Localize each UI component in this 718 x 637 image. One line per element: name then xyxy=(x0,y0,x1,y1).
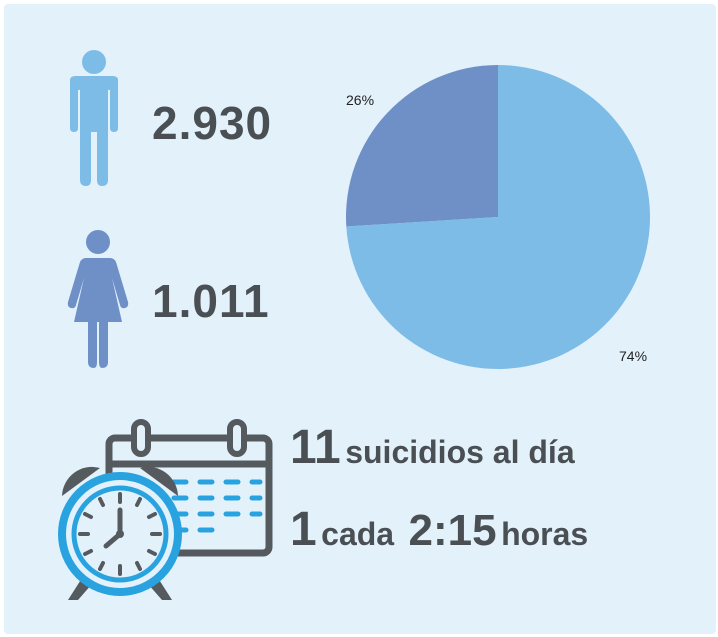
pie-label-26: 26% xyxy=(346,92,375,108)
frequency-line: 1 cada 2:15 horas xyxy=(290,502,588,557)
per-day-line: 11 suicidios al día xyxy=(290,420,575,475)
alarm-clock-icon xyxy=(58,466,182,600)
female-count: 1.011 xyxy=(152,275,270,327)
pie-slice-26 xyxy=(346,65,498,227)
per-day-text: suicidios al día xyxy=(345,434,575,470)
pie-label-74: 74% xyxy=(619,348,648,364)
female-person-icon xyxy=(67,230,129,368)
per-day-number: 11 xyxy=(290,421,341,474)
frequency-word: cada xyxy=(321,516,395,552)
pie-chart xyxy=(346,65,650,369)
frequency-unit: horas xyxy=(501,516,589,552)
pie-slice-74 xyxy=(346,65,650,369)
frequency-number: 1 xyxy=(290,503,317,556)
male-count: 2.930 xyxy=(152,97,273,149)
frequency-time: 2:15 xyxy=(408,506,497,555)
male-person-icon xyxy=(70,50,118,186)
